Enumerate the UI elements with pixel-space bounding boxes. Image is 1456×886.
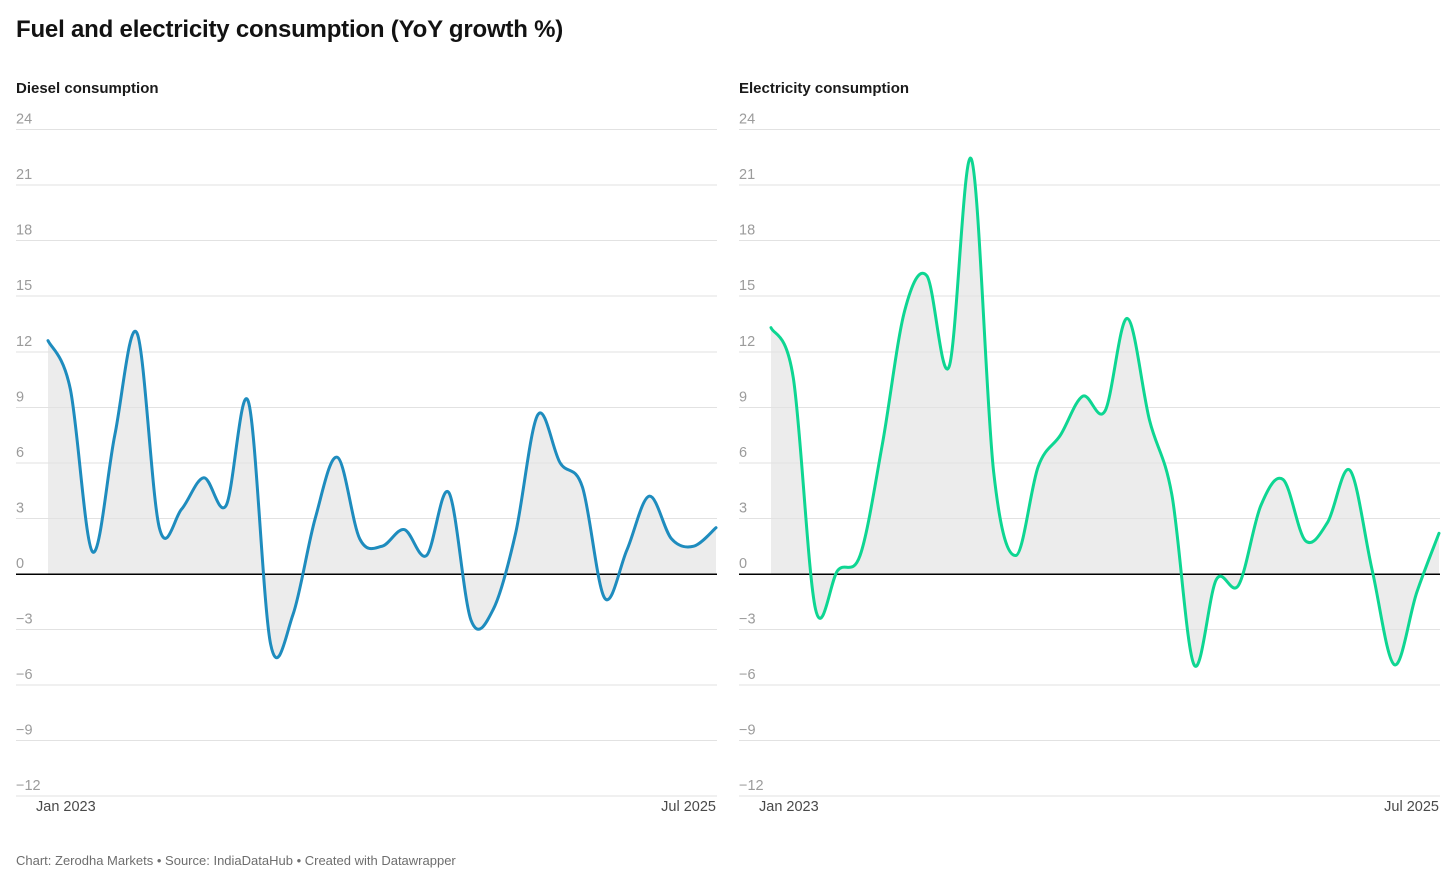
y-tick-label: 24 bbox=[16, 112, 32, 128]
y-tick-label: −12 bbox=[739, 778, 764, 794]
y-tick-label: 21 bbox=[16, 167, 32, 183]
y-tick-label: 3 bbox=[739, 500, 747, 516]
y-tick-label: 6 bbox=[739, 445, 747, 461]
x-axis-start-label: Jan 2023 bbox=[36, 799, 96, 815]
y-tick-label: 15 bbox=[16, 278, 32, 294]
y-tick-label: −3 bbox=[16, 612, 33, 628]
y-tick-label: 12 bbox=[739, 334, 755, 350]
series-line bbox=[769, 156, 1441, 668]
series-area-fill bbox=[48, 331, 716, 658]
y-tick-label: 6 bbox=[16, 445, 24, 461]
y-tick-label: −6 bbox=[739, 667, 756, 683]
y-tick-label: −9 bbox=[16, 723, 33, 739]
page-title: Fuel and electricity consumption (YoY gr… bbox=[16, 16, 564, 43]
x-axis-end-label: Jul 2025 bbox=[1384, 799, 1439, 815]
x-axis-start-label: Jan 2023 bbox=[759, 799, 819, 815]
y-tick-label: 0 bbox=[739, 556, 747, 572]
y-tick-label: −6 bbox=[16, 667, 33, 683]
diesel-chart-svg: 24 21 18 15 12 9 6 3 0 −3 −6 −9 −12 Jan 2023 Jul 2025 bbox=[16, 112, 718, 815]
attribution-footer: Chart: Zerodha Markets • Source: IndiaDa… bbox=[16, 853, 456, 868]
y-tick-label: 0 bbox=[16, 556, 24, 572]
x-axis-end-label: Jul 2025 bbox=[661, 799, 716, 815]
y-tick-label: 12 bbox=[16, 334, 32, 350]
y-tick-label: −12 bbox=[16, 778, 41, 794]
y-tick-label: −3 bbox=[739, 612, 756, 628]
series-line bbox=[46, 329, 718, 660]
y-tick-label: 9 bbox=[16, 389, 24, 405]
y-tick-label: −9 bbox=[739, 723, 756, 739]
y-tick-label: 18 bbox=[739, 223, 755, 239]
electricity-chart-svg: 24 21 18 15 12 9 6 3 0 −3 −6 −9 −12 Jan 2023 Jul 2025 bbox=[739, 112, 1441, 815]
y-tick-label: 9 bbox=[739, 389, 747, 405]
y-tick-label: 24 bbox=[739, 112, 755, 128]
electricity-panel-title: Electricity consumption bbox=[739, 80, 910, 97]
y-tick-label: 18 bbox=[16, 223, 32, 239]
y-tick-label: 21 bbox=[739, 167, 755, 183]
y-tick-label: 15 bbox=[739, 278, 755, 294]
diesel-panel-title: Diesel consumption bbox=[16, 80, 159, 97]
y-tick-label: 3 bbox=[16, 500, 24, 516]
